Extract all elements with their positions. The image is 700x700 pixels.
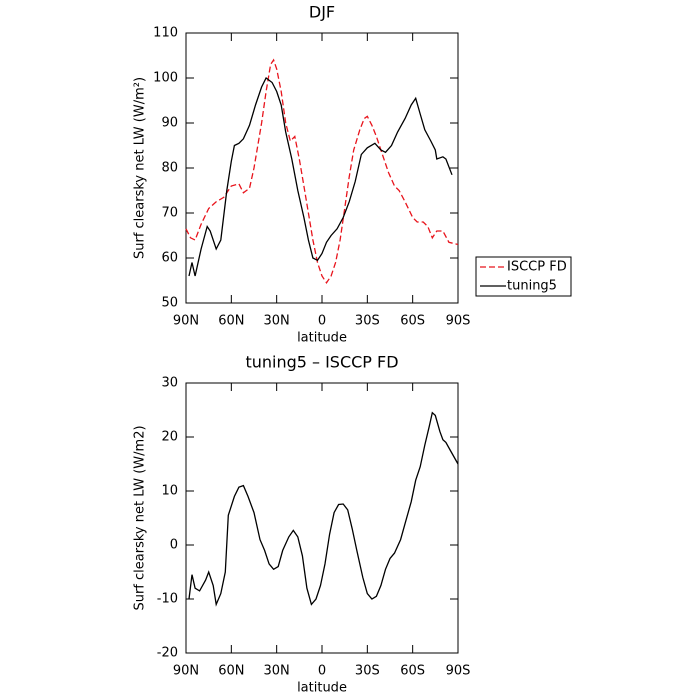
x-tick-label: 30S (355, 664, 380, 679)
legend-label: tuning5 (507, 279, 557, 294)
y-tick-label: 0 (170, 538, 178, 553)
plot-frame (185, 32, 459, 304)
x-tick-label: 30S (355, 314, 380, 329)
y-axis-label: Surf clearsky net LW (W/m2) (133, 425, 148, 610)
x-tick-label: 90N (173, 314, 199, 329)
x-tick-label: 90S (446, 664, 471, 679)
line-series (188, 411, 459, 607)
x-tick-label: 60S (400, 664, 425, 679)
y-tick-label: 80 (161, 161, 178, 176)
legend-box (475, 256, 572, 297)
x-axis-label: latitude (297, 681, 347, 696)
line-series (185, 58, 459, 284)
x-tick-label: 60N (218, 314, 244, 329)
y-tick-label: -10 (157, 592, 178, 607)
y-axis-label: Surf clearsky net LW (W/m²) (133, 77, 148, 259)
y-tick-label: 70 (161, 206, 178, 221)
y-tick-label: 30 (161, 376, 178, 391)
x-tick-label: 60N (218, 664, 244, 679)
x-tick-label: 0 (318, 664, 326, 679)
y-tick-label: 90 (161, 116, 178, 131)
y-tick-label: -20 (157, 646, 178, 661)
x-tick-label: 90N (173, 664, 199, 679)
chart-title: tuning5 – ISCCP FD (245, 353, 398, 372)
x-axis-label: latitude (297, 331, 347, 346)
legend-label: ISCCP FD (507, 260, 567, 275)
plot-frame (185, 382, 459, 654)
x-tick-label: 30N (264, 664, 290, 679)
y-tick-label: 50 (161, 296, 178, 311)
y-tick-label: 110 (153, 26, 178, 41)
x-tick-label: 90S (446, 314, 471, 329)
chart-title: DJF (309, 3, 335, 22)
y-tick-label: 20 (161, 430, 178, 445)
y-tick-label: 10 (161, 484, 178, 499)
x-tick-label: 60S (400, 314, 425, 329)
y-tick-label: 60 (161, 251, 178, 266)
x-tick-label: 0 (318, 314, 326, 329)
x-tick-label: 30N (264, 314, 290, 329)
line-series (188, 77, 453, 277)
y-tick-label: 100 (153, 71, 178, 86)
